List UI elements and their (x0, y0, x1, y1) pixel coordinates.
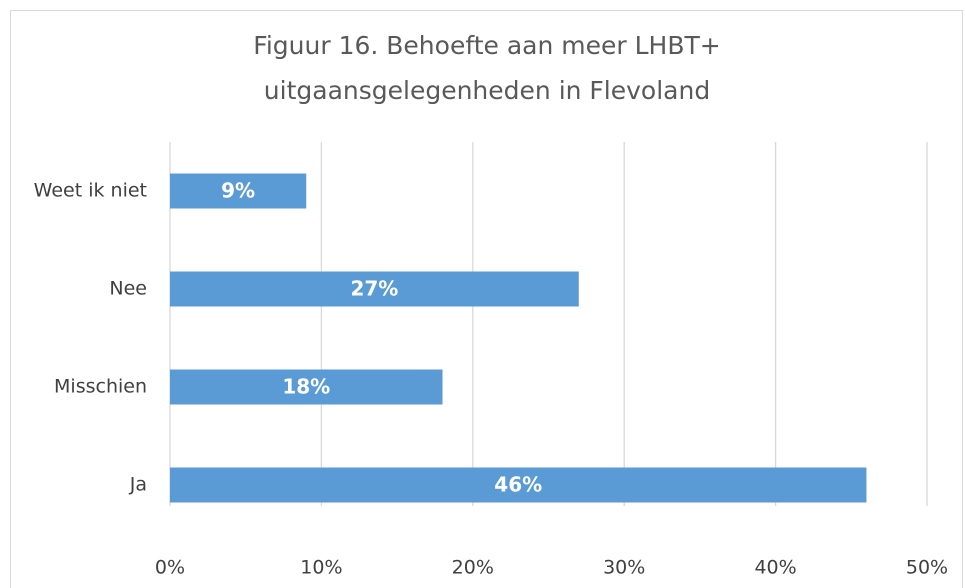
bar (170, 467, 867, 503)
x-tick-label: 50% (906, 557, 948, 579)
chart-title: Figuur 16. Behoefte aan meer LHBT+ (253, 31, 720, 60)
bar (170, 173, 307, 209)
x-tick-label: 20% (452, 557, 494, 579)
x-tick-label: 10% (300, 557, 342, 579)
value-label: 46% (494, 473, 542, 497)
y-tick-label: Nee (109, 278, 147, 300)
value-label: 27% (350, 277, 398, 301)
bar (170, 369, 443, 405)
bar (170, 271, 579, 307)
chart-title: uitgaansgelegenheden in Flevoland (264, 76, 710, 105)
x-tick-label: 0% (155, 557, 185, 579)
x-tick-label: 40% (754, 557, 796, 579)
y-tick-label: Misschien (54, 376, 147, 398)
x-tick-label: 30% (603, 557, 645, 579)
value-label: 18% (282, 375, 330, 399)
y-tick-label: Ja (129, 474, 147, 496)
y-tick-label: Weet ik niet (34, 180, 147, 202)
value-label: 9% (221, 179, 255, 203)
